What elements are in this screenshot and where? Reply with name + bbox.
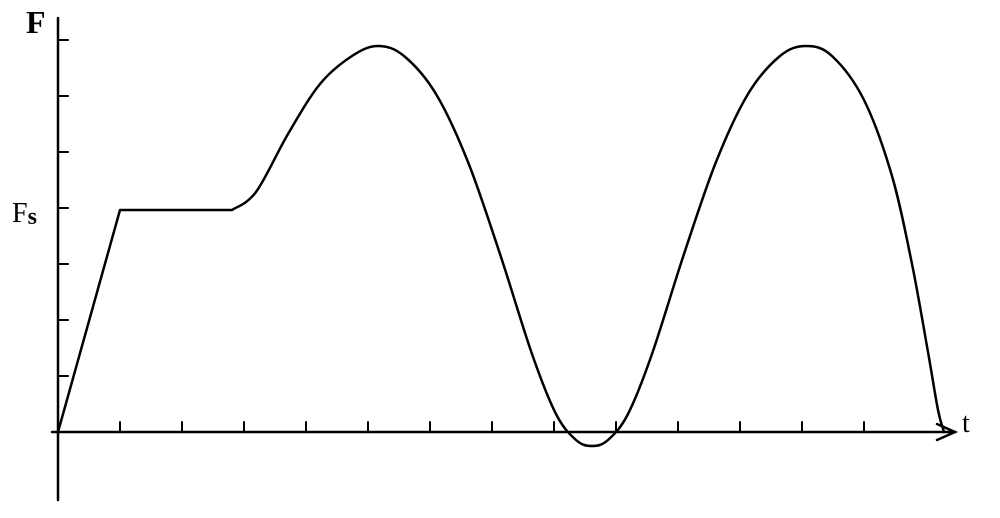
fs-label-F: F (12, 198, 28, 229)
fs-label-sub: s (28, 204, 37, 230)
axis-label-y: F (26, 4, 46, 41)
force-curve (58, 46, 944, 446)
axes (52, 18, 955, 500)
curve-group (58, 46, 944, 446)
plot-svg (0, 0, 1000, 518)
figure-canvas: { "chart": { "type": "line", "width_px":… (0, 0, 1000, 518)
axis-label-x: t (962, 408, 970, 440)
fs-threshold-label: Fs (12, 198, 37, 231)
